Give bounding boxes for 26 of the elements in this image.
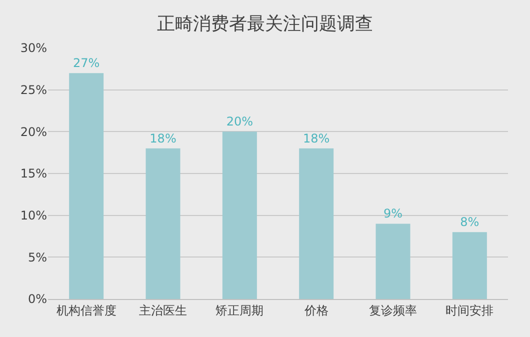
y-tick-label: 10%: [20, 208, 47, 223]
data-label: 8%: [460, 215, 480, 230]
y-tick-label: 30%: [20, 41, 47, 56]
y-tick-label: 5%: [28, 250, 47, 264]
data-label: 18%: [150, 131, 176, 146]
bar: [452, 232, 487, 299]
data-label: 27%: [72, 56, 100, 70]
bar: [146, 148, 180, 299]
y-tick-label: 15%: [20, 166, 47, 181]
bar: [376, 224, 410, 299]
x-tick-label: 时间安排: [446, 303, 494, 318]
chart-title: 正畸消费者最关注问题调查: [157, 13, 373, 34]
bar: [299, 148, 334, 299]
y-tick-label: 25%: [20, 83, 47, 98]
bar: [69, 73, 104, 299]
x-tick-label: 矫正周期: [216, 303, 264, 318]
data-label: 9%: [383, 206, 403, 221]
y-tick-label: 20%: [20, 124, 47, 139]
x-tick-label: 机构信誉度: [56, 303, 116, 318]
y-tick-label: 0%: [28, 292, 47, 306]
x-tick-label: 主治医生: [139, 303, 187, 318]
x-tick-label: 价格: [303, 303, 328, 318]
x-tick-label: 复诊频率: [369, 303, 417, 318]
data-label: 20%: [226, 114, 254, 129]
data-label: 18%: [302, 131, 330, 146]
bar: [222, 132, 257, 299]
